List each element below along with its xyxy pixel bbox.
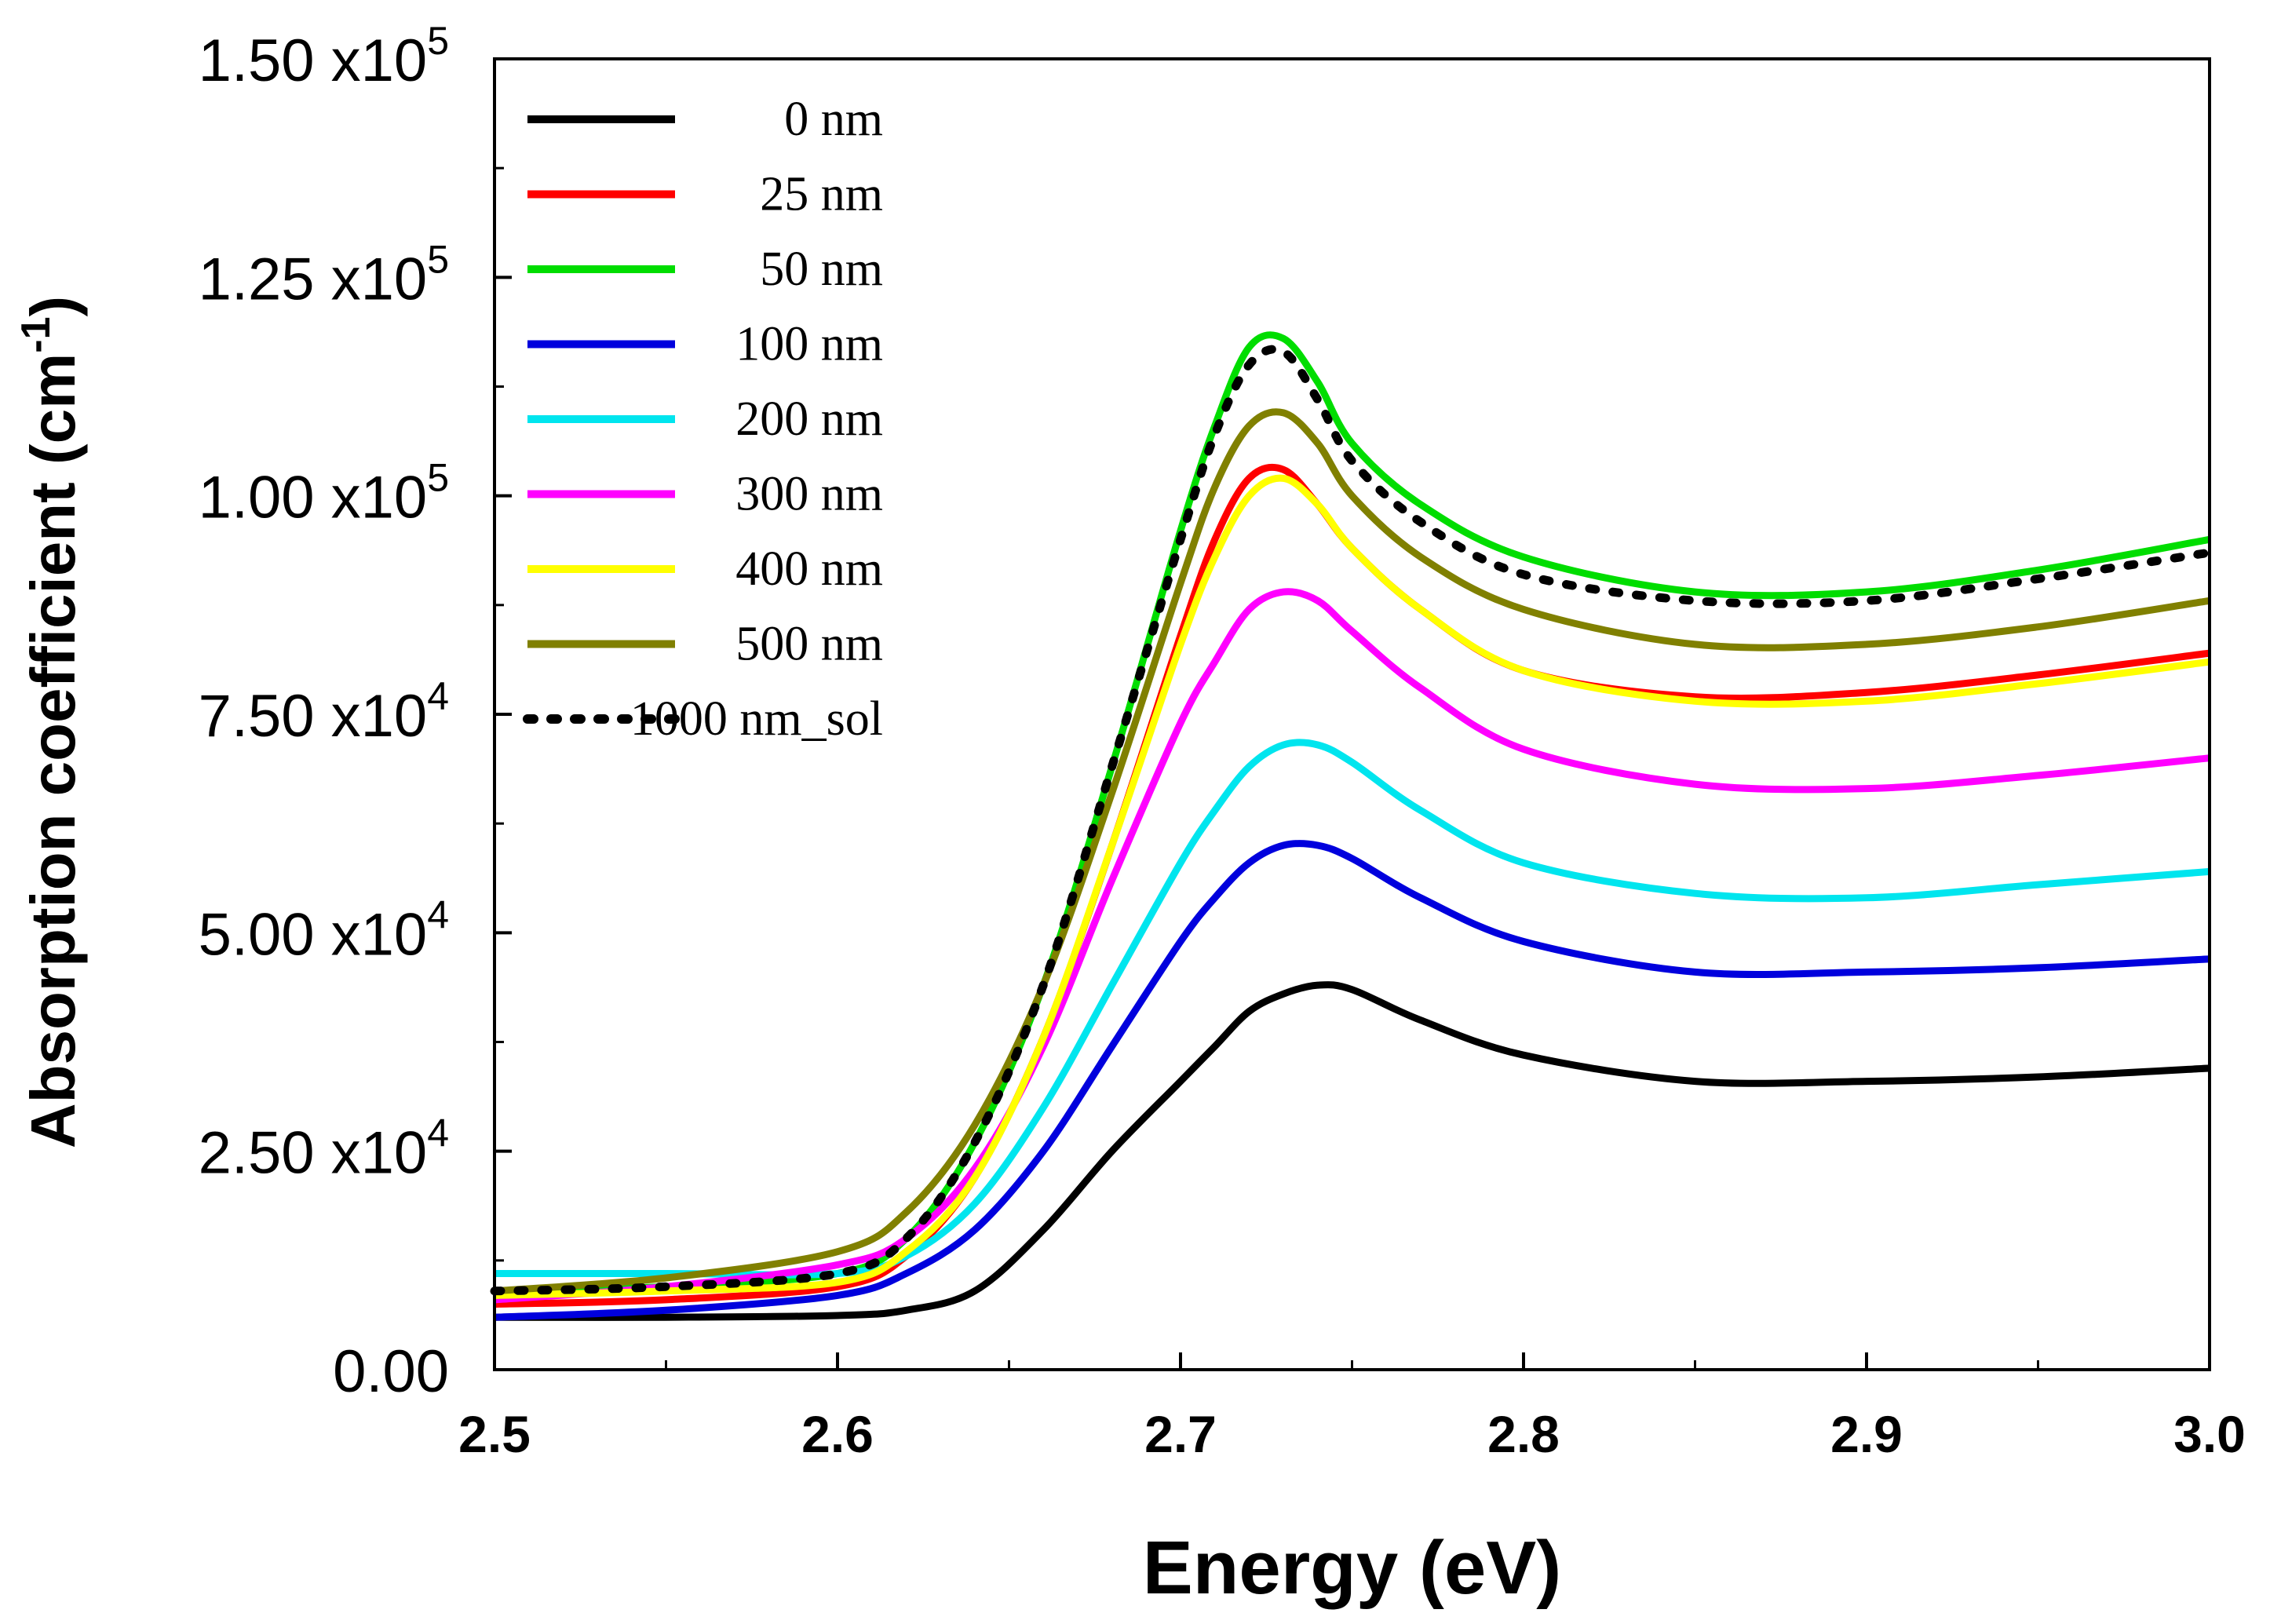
y-tick-mantissa: 1.00 (199, 465, 315, 531)
legend-label: 0 nm (784, 93, 883, 146)
legend-label: 300 nm (735, 468, 883, 521)
y-tick-exponent: 4 (427, 674, 449, 718)
series-lines (490, 331, 2214, 1321)
legend-label: 400 nm (735, 542, 883, 596)
y-tick-times: x10 (315, 465, 428, 531)
legend-label: 50 nm (760, 243, 883, 296)
y-tick-label: 7.50 x104 (199, 674, 449, 750)
legend-label: 200 nm (735, 392, 883, 446)
y-axis-title-close: ) (18, 296, 88, 317)
x-tick-label: 2.9 (1830, 1405, 1903, 1463)
plot-frame (493, 57, 2211, 1371)
y-tick-times: x10 (315, 246, 428, 312)
y-tick-mantissa: 7.50 (199, 683, 315, 750)
y-tick-mantissa: 2.50 (199, 1120, 315, 1187)
x-tick-labels: 2.5 2.6 2.7 2.8 2.9 3.0 (458, 1405, 2246, 1463)
y-tick-times: x10 (315, 1120, 428, 1187)
y-tick-label: 1.50 x105 (199, 19, 449, 94)
series-line-1000-nm-sol (490, 345, 2214, 1296)
y-tick-mantissa: 5.00 (199, 901, 315, 968)
y-tick-mantissa: 1.25 (199, 246, 315, 312)
y-tick-exponent: 5 (427, 456, 449, 500)
y-tick-label: 1.25 x105 (199, 237, 449, 312)
legend-label: 1000 nm_sol (630, 692, 883, 746)
series-line-100-nm (494, 840, 2210, 1321)
x-axis-title: Energy (eV) (1143, 1526, 1561, 1610)
y-tick-times: x10 (315, 683, 428, 750)
y-tick-label: 5.00 x104 (199, 892, 449, 968)
y-tick-label: 1.00 x105 (199, 456, 449, 531)
y-tick-exponent: 4 (427, 1111, 449, 1155)
y-tick-label: 2.50 x104 (199, 1111, 449, 1187)
y-tick-mantissa: 0.00 (333, 1338, 449, 1405)
y-axis-title-exponent: -1 (13, 316, 59, 352)
y-tick-exponent: 5 (427, 19, 449, 63)
series-line-200-nm (495, 739, 2210, 1279)
series-line-0-nm (494, 981, 2210, 1321)
legend-label: 100 nm (735, 318, 883, 371)
x-tick-label: 3.0 (2173, 1405, 2246, 1463)
y-tick-times: x10 (315, 901, 428, 968)
y-tick-mantissa: 1.50 (199, 27, 315, 94)
series-line-400-nm (494, 474, 2210, 1299)
y-tick-exponent: 5 (427, 237, 449, 281)
x-tick-label: 2.8 (1487, 1405, 1560, 1463)
x-tick-label: 2.6 (801, 1405, 874, 1463)
x-tick-label: 2.7 (1144, 1405, 1217, 1463)
y-axis-title-main: Absorption coefficient (cm (18, 353, 88, 1148)
series-line-500-nm (494, 408, 2210, 1295)
legend-label: 25 nm (760, 168, 883, 221)
legend: 0 nm 25 nm 50 nm 100 nm 200 nm 300 nm 400 nm 50… (523, 93, 883, 746)
y-axis-title: Absorption coefficient (cm-1) (13, 296, 88, 1148)
x-tick-label: 2.5 (458, 1405, 531, 1463)
y-tick-times: x10 (315, 27, 428, 94)
y-tick-label: 0.00 (333, 1338, 449, 1405)
y-tick-exponent: 4 (427, 892, 449, 936)
legend-label: 500 nm (735, 618, 883, 671)
